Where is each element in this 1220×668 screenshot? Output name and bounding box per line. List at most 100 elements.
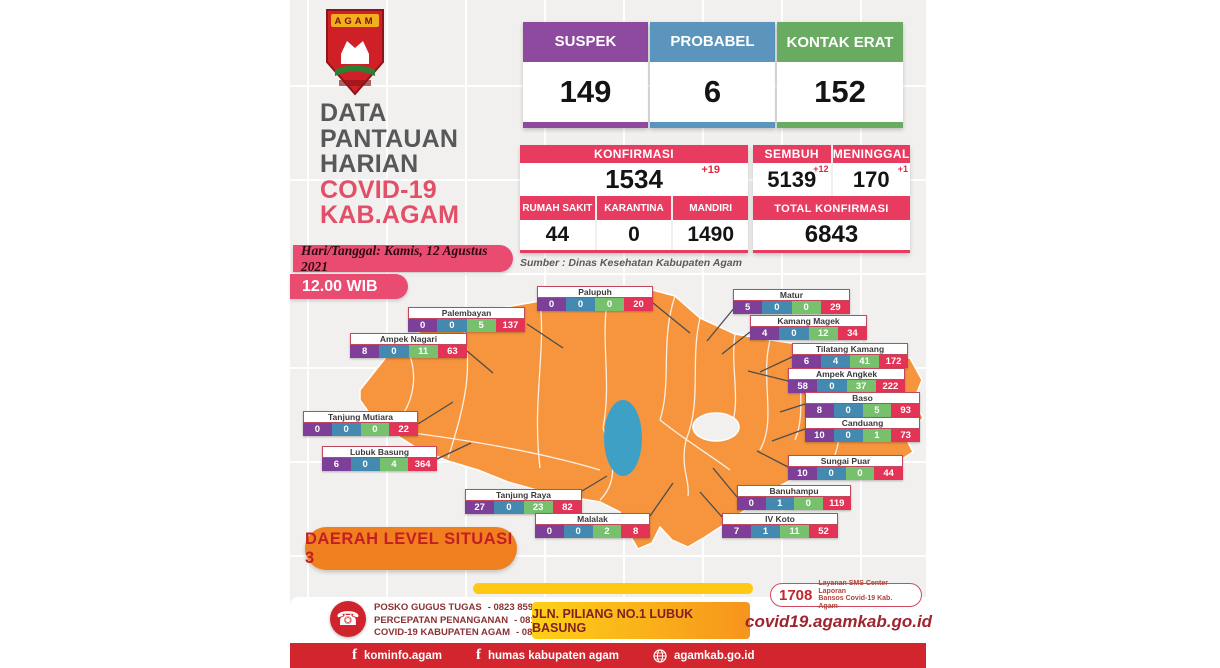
title-line: DATA bbox=[320, 99, 387, 127]
meninggal-delta: +1 bbox=[897, 164, 908, 174]
stat-label: KONTAK ERAT bbox=[777, 22, 903, 62]
col-label: MANDIRI bbox=[673, 196, 749, 220]
contact-row: COVID-19 KABUPATEN AGAM - 0813 6348 2766 bbox=[374, 627, 590, 640]
region-value-konfirmasi: 119 bbox=[822, 497, 851, 510]
region-callout-baso: Baso 8 0 5 93 bbox=[805, 392, 920, 417]
leader-line bbox=[721, 331, 751, 355]
region-value-probabel: 0 bbox=[817, 380, 847, 393]
outcome-group: SEMBUH 5139 +12 MENINGGAL 170 +1 TOTAL K… bbox=[753, 145, 910, 253]
konfirmasi-header: KONFIRMASI bbox=[520, 145, 748, 163]
region-name: Kamang Magek bbox=[750, 315, 867, 327]
leader-line bbox=[756, 450, 789, 468]
stat-label: PROBABEL bbox=[650, 22, 775, 62]
social-label: kominfo.agam bbox=[364, 649, 442, 662]
region-value-kontak_erat: 0 bbox=[845, 467, 875, 480]
leader-line bbox=[759, 356, 793, 373]
social-kominfo: f kominfo.agam bbox=[352, 648, 442, 663]
bukittinggi-enclave bbox=[692, 412, 740, 442]
leader-line bbox=[649, 482, 674, 517]
stat-card-probabel: PROBABEL 6 bbox=[650, 22, 775, 128]
region-value-probabel: 0 bbox=[779, 327, 809, 340]
region-callout-canduang: Canduang 10 0 1 73 bbox=[805, 417, 920, 442]
region-values-bar: 0 1 0 119 bbox=[737, 497, 851, 510]
accent-strip bbox=[520, 250, 748, 253]
region-value-suspek: 8 bbox=[350, 345, 380, 358]
leader-line bbox=[706, 306, 736, 342]
leader-line bbox=[466, 350, 494, 374]
region-name: Lubuk Basung bbox=[322, 446, 437, 458]
region-values-bar: 7 1 11 52 bbox=[722, 525, 838, 538]
region-value-suspek: 6 bbox=[322, 458, 351, 471]
care-breakdown: RUMAH SAKIT 44 KARANTINA 0 MANDIRI 1490 bbox=[520, 196, 749, 250]
contact-row: PERCEPATAN PENANGANAN - 0812 6747 2389 bbox=[374, 615, 589, 628]
region-value-konfirmasi: 29 bbox=[820, 301, 850, 314]
region-callout-iv-koto: IV Koto 7 1 11 52 bbox=[722, 513, 838, 538]
konfirmasi-delta: +19 bbox=[701, 164, 720, 176]
region-callout-matur: Matur 5 0 0 29 bbox=[733, 289, 850, 314]
social-humas: f humas kabupaten agam bbox=[476, 648, 619, 663]
phone-icon: ☎ bbox=[330, 601, 366, 637]
stat-accent bbox=[777, 122, 903, 128]
contact-row: POSKO GUGUS TUGAS - 0823 8590 7221 bbox=[374, 602, 562, 615]
stat-accent bbox=[650, 122, 775, 128]
svg-text:AGAM: AGAM bbox=[334, 16, 375, 27]
region-value-probabel: 1 bbox=[765, 497, 794, 510]
region-callout-malalak: Malalak 0 0 2 8 bbox=[535, 513, 650, 538]
region-value-suspek: 6 bbox=[792, 355, 821, 368]
globe-icon bbox=[653, 648, 667, 663]
region-callout-ampek-nagari: Ampek Nagari 8 0 11 63 bbox=[350, 333, 467, 358]
sms-desc-line2: Bansos Covid-19 Kab. Agam bbox=[818, 595, 893, 610]
region-value-probabel: 1 bbox=[751, 525, 780, 538]
region-value-konfirmasi: 137 bbox=[495, 319, 525, 332]
total-konfirmasi-value: 6843 bbox=[753, 220, 910, 250]
region-name: Ampek Nagari bbox=[350, 333, 467, 345]
region-callout-palembayan: Palembayan 0 0 5 137 bbox=[408, 307, 525, 332]
office-address: JLN. PILIANG NO.1 LUBUK BASUNG bbox=[532, 602, 750, 639]
region-values-bar: 27 0 23 82 bbox=[465, 501, 582, 514]
contact-list: POSKO GUGUS TUGAS - 0823 8590 7221 PERCE… bbox=[374, 602, 590, 640]
social-website: agamkab.go.id bbox=[653, 648, 755, 663]
accent-strip bbox=[753, 196, 910, 198]
region-callout-lubuk-basung: Lubuk Basung 6 0 4 364 bbox=[322, 446, 437, 471]
region-value-suspek: 0 bbox=[537, 298, 566, 311]
region-name: Banuhampu bbox=[737, 485, 851, 497]
title-line: PANTAUAN bbox=[320, 124, 459, 153]
region-value-kontak_erat: 11 bbox=[408, 345, 438, 358]
social-label: agamkab.go.id bbox=[673, 649, 755, 662]
situation-level-badge: DAERAH LEVEL SITUASI 3 bbox=[305, 527, 517, 570]
infographic-panel: Palupuh 0 0 0 20 Matur 5 0 0 29 Palembayan 0 0 5 137 Ka… bbox=[290, 0, 932, 668]
region-values-bar: 10 0 0 44 bbox=[788, 467, 903, 480]
region-value-kontak_erat: 41 bbox=[850, 355, 879, 368]
sembuh-delta: +12 bbox=[813, 164, 829, 174]
region-value-kontak_erat: 1 bbox=[862, 429, 892, 442]
region-value-konfirmasi: 44 bbox=[874, 467, 903, 480]
title-line: HARIAN bbox=[320, 150, 419, 178]
contact-label: COVID-19 KABUPATEN AGAM bbox=[374, 627, 510, 638]
region-values-bar: 10 0 1 73 bbox=[805, 429, 920, 442]
region-value-suspek: 0 bbox=[408, 319, 438, 332]
website-url: covid19.agamkab.go.id bbox=[745, 612, 933, 631]
region-value-suspek: 58 bbox=[788, 380, 818, 393]
region-value-probabel: 0 bbox=[379, 345, 409, 358]
col-value: 44 bbox=[520, 220, 595, 250]
lake-maninjau bbox=[604, 400, 642, 476]
region-value-konfirmasi: 82 bbox=[552, 501, 582, 514]
region-values-bar: 0 0 0 22 bbox=[303, 423, 418, 436]
social-label: humas kabupaten agam bbox=[487, 649, 619, 662]
col-label: SEMBUH bbox=[753, 145, 831, 163]
col-label: RUMAH SAKIT bbox=[520, 196, 595, 220]
region-value-kontak_erat: 4 bbox=[379, 458, 409, 471]
outcome-headers: SEMBUH 5139 +12 MENINGGAL 170 +1 bbox=[753, 145, 910, 196]
region-value-kontak_erat: 23 bbox=[523, 501, 553, 514]
stat-card-kontak-erat: KONTAK ERAT 152 bbox=[777, 22, 903, 128]
leader-line bbox=[652, 302, 691, 334]
leader-line bbox=[699, 491, 723, 518]
region-value-konfirmasi: 8 bbox=[621, 525, 650, 538]
region-value-kontak_erat: 0 bbox=[794, 497, 823, 510]
region-callout-ampek-angkek: Ampek Angkek 58 0 37 222 bbox=[788, 368, 905, 393]
region-callout-tilatang-kamang: Tilatang Kamang 6 4 41 172 bbox=[792, 343, 908, 368]
region-value-kontak_erat: 5 bbox=[466, 319, 496, 332]
title-line-covid: COVID-19 bbox=[320, 175, 437, 204]
region-values-bar: 0 0 0 20 bbox=[537, 298, 653, 311]
